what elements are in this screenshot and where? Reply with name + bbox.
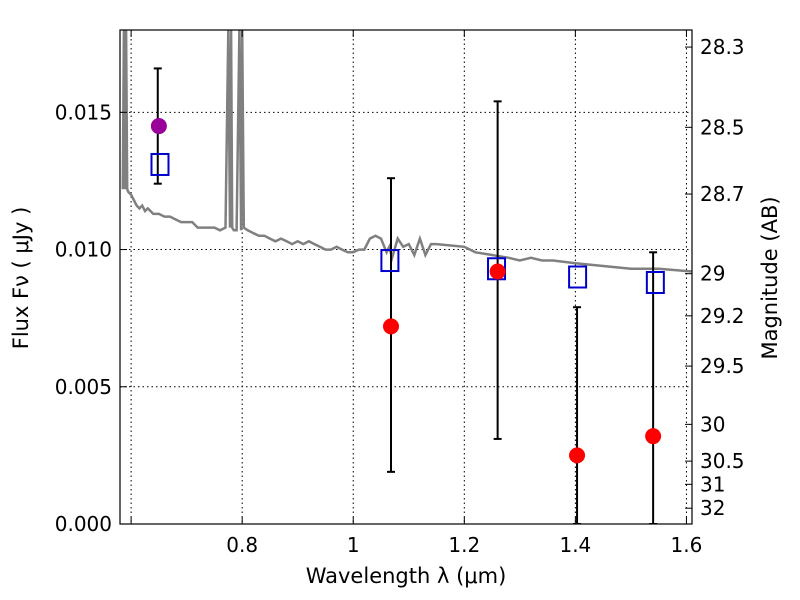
model-flux-square [380, 249, 400, 273]
right-tick-label: 28.5 [700, 115, 745, 139]
plot-frame [119, 29, 693, 525]
right-tick-label: 28.3 [700, 35, 745, 59]
plot-area [121, 30, 692, 524]
y-tick-label: 0.010 [55, 238, 112, 262]
x-axis: 0.8 1 1.2 1.4 1.6 [130, 30, 703, 557]
grid [120, 30, 692, 524]
x-tick-label: 1 [347, 533, 360, 557]
right-tick-label: 31 [700, 472, 725, 496]
y-tick-label: 0.000 [55, 512, 112, 536]
right-tick-label: 30 [700, 412, 725, 436]
y-axis-label: Flux Fν ( μJy ) [9, 207, 33, 350]
y-tick-label: 0.015 [55, 100, 112, 124]
x-axis-label: Wavelength λ (μm) [306, 564, 507, 588]
x-tick-label: 1.6 [671, 533, 703, 557]
right-tick-label: 32 [700, 496, 725, 520]
observed-flux-point [150, 118, 167, 135]
model-flux-square [150, 152, 170, 176]
x-tick-label: 1.2 [448, 533, 480, 557]
model-flux-square [645, 270, 665, 294]
right-axis-label: Magnitude (AB) [758, 196, 782, 359]
right-tick-label: 28.7 [700, 182, 745, 206]
right-tick-label: 29.2 [700, 304, 745, 328]
x-tick-label: 1.4 [559, 533, 591, 557]
x-tick-label: 0.8 [226, 533, 258, 557]
right-tick-label: 30.5 [700, 449, 745, 473]
observed-flux-point [383, 318, 400, 335]
right-tick-label: 29 [700, 262, 725, 286]
right-tick-label: 29.5 [700, 354, 745, 378]
model-flux-square [568, 265, 588, 289]
observed-flux-point [569, 447, 586, 464]
y-axis: 0.000 0.005 0.010 0.015 [55, 100, 127, 536]
observed-flux-point [489, 263, 506, 280]
model-spectrum-line [121, 30, 692, 273]
y-tick-label: 0.005 [55, 375, 112, 399]
observed-flux-point [645, 428, 662, 445]
